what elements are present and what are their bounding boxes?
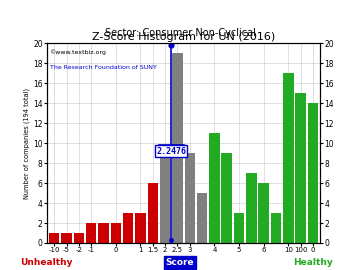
Bar — [86, 223, 96, 243]
Text: 2.2476: 2.2476 — [156, 147, 186, 156]
Bar — [98, 223, 109, 243]
Bar — [160, 153, 170, 243]
Bar — [209, 133, 220, 243]
Bar — [271, 213, 281, 243]
Bar — [172, 53, 183, 243]
Y-axis label: Number of companies (194 total): Number of companies (194 total) — [24, 87, 30, 199]
Bar — [296, 93, 306, 243]
Bar — [111, 223, 121, 243]
Bar — [283, 73, 294, 243]
Bar — [73, 233, 84, 243]
Bar — [123, 213, 133, 243]
Text: The Research Foundation of SUNY: The Research Foundation of SUNY — [50, 65, 156, 70]
Bar — [135, 213, 146, 243]
Text: ©www.textbiz.org: ©www.textbiz.org — [50, 49, 107, 55]
Text: Healthy: Healthy — [293, 258, 333, 267]
Bar — [185, 153, 195, 243]
Title: Z-Score Histogram for UN (2016): Z-Score Histogram for UN (2016) — [92, 32, 275, 42]
Bar — [258, 183, 269, 243]
Bar — [246, 173, 257, 243]
Bar — [197, 193, 207, 243]
Text: Score: Score — [166, 258, 194, 267]
Bar — [221, 153, 232, 243]
Bar — [49, 233, 59, 243]
Bar — [308, 103, 318, 243]
Text: Sector: Consumer Non-Cyclical: Sector: Consumer Non-Cyclical — [104, 28, 256, 38]
Bar — [148, 183, 158, 243]
Bar — [61, 233, 72, 243]
Text: Unhealthy: Unhealthy — [21, 258, 73, 267]
Bar — [234, 213, 244, 243]
